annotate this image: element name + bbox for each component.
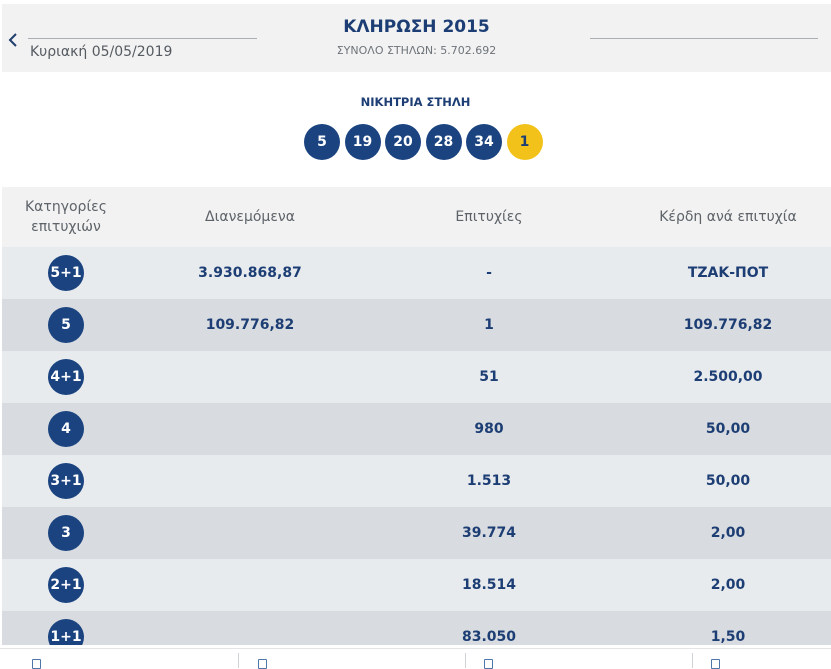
distributed-cell	[150, 403, 350, 455]
category-badge: 1+1	[48, 619, 84, 645]
joker-ball: 1	[506, 124, 543, 160]
bottom-toolbar	[0, 648, 831, 669]
distributed-cell: 109.776,82	[205, 317, 295, 333]
category-badge: 4	[48, 411, 84, 447]
document-icon	[32, 659, 41, 669]
draw-date: Κυριακή 05/05/2019	[30, 44, 173, 60]
prize-cell: 50,00	[705, 421, 751, 437]
winners-cell: 39.774	[461, 525, 517, 541]
table-row: 4 980 50,00	[2, 403, 831, 455]
draw-title: ΚΛΗΡΩΣΗ 2015	[343, 17, 490, 37]
winning-number-ball: 28	[425, 124, 462, 160]
prize-cell: 2,00	[710, 525, 746, 541]
winners-cell: 980	[474, 421, 504, 437]
winning-number-ball: 5	[304, 124, 340, 160]
distributed-cell	[150, 455, 350, 507]
results-table-header: Κατηγορίες επιτυχιών Διανεμόμενα Επιτυχί…	[2, 187, 831, 247]
prize-cell: 2,00	[710, 577, 746, 593]
header-divider-right	[590, 38, 818, 39]
header-prize: Κέρδη ανά επιτυχία	[659, 209, 797, 225]
category-badge: 3	[48, 515, 84, 551]
distributed-cell	[150, 507, 350, 559]
table-row: 5+1 3.930.868,87 - ΤΖΑΚ-ΠΟΤ	[2, 247, 831, 299]
table-row: 2+1 18.514 2,00	[2, 559, 831, 611]
category-badge: 5	[48, 307, 84, 343]
winners-cell: 18.514	[461, 577, 517, 593]
header-divider-left	[28, 38, 257, 39]
chevron-left-icon	[8, 33, 17, 47]
prize-cell: 2.500,00	[693, 369, 763, 385]
winning-column-label: ΝΙΚΗΤΡΙΑ ΣΤΗΛΗ	[360, 95, 471, 109]
table-row: 3 39.774 2,00	[2, 507, 831, 559]
total-columns-label: ΣΥΝΟΛΟ ΣΤΗΛΩΝ: 5.702.692	[336, 44, 497, 57]
toolbar-divider	[238, 653, 239, 668]
distributed-cell: 3.930.868,87	[198, 265, 302, 281]
winners-cell: 51	[479, 369, 499, 385]
table-row: 4+1 51 2.500,00	[2, 351, 831, 403]
document-icon	[711, 659, 720, 669]
header-distributed: Διανεμόμενα	[205, 209, 295, 225]
header-category: Κατηγορίες επιτυχιών	[25, 199, 107, 235]
winning-number-ball: 34	[466, 124, 502, 160]
results-table-body[interactable]: 5+1 3.930.868,87 - ΤΖΑΚ-ΠΟΤ 5 109.776,82…	[2, 247, 831, 645]
table-row: 3+1 1.513 50,00	[2, 455, 831, 507]
toolbar-divider	[692, 653, 693, 668]
prize-cell: 1,50	[710, 629, 746, 645]
category-badge: 3+1	[48, 463, 84, 499]
toolbar-divider	[465, 653, 466, 668]
table-row: 1+1 83.050 1,50	[2, 611, 831, 645]
distributed-cell	[150, 559, 350, 611]
table-row: 5 109.776,82 1 109.776,82	[2, 299, 831, 351]
prize-cell: 109.776,82	[683, 317, 773, 333]
draw-header: Κυριακή 05/05/2019 ΚΛΗΡΩΣΗ 2015 ΣΥΝΟΛΟ Σ…	[2, 4, 831, 72]
winners-cell: -	[486, 265, 492, 281]
category-badge: 2+1	[48, 567, 84, 603]
header-winners: Επιτυχίες	[455, 209, 523, 225]
distributed-cell	[150, 351, 350, 403]
winning-numbers: 5 19 20 28 34 1	[304, 124, 547, 160]
winners-cell: 1.513	[466, 473, 512, 489]
winners-cell: 83.050	[461, 629, 517, 645]
winners-cell: 1	[484, 317, 494, 333]
prize-cell: 50,00	[705, 473, 751, 489]
document-icon	[258, 659, 267, 669]
document-icon	[484, 659, 493, 669]
winning-number-ball: 20	[385, 124, 421, 160]
distributed-cell	[150, 611, 350, 645]
category-badge: 5+1	[48, 255, 84, 291]
prize-cell: ΤΖΑΚ-ΠΟΤ	[687, 265, 769, 281]
back-button[interactable]	[7, 31, 23, 53]
category-badge: 4+1	[48, 359, 84, 395]
winning-number-ball: 19	[344, 124, 381, 160]
